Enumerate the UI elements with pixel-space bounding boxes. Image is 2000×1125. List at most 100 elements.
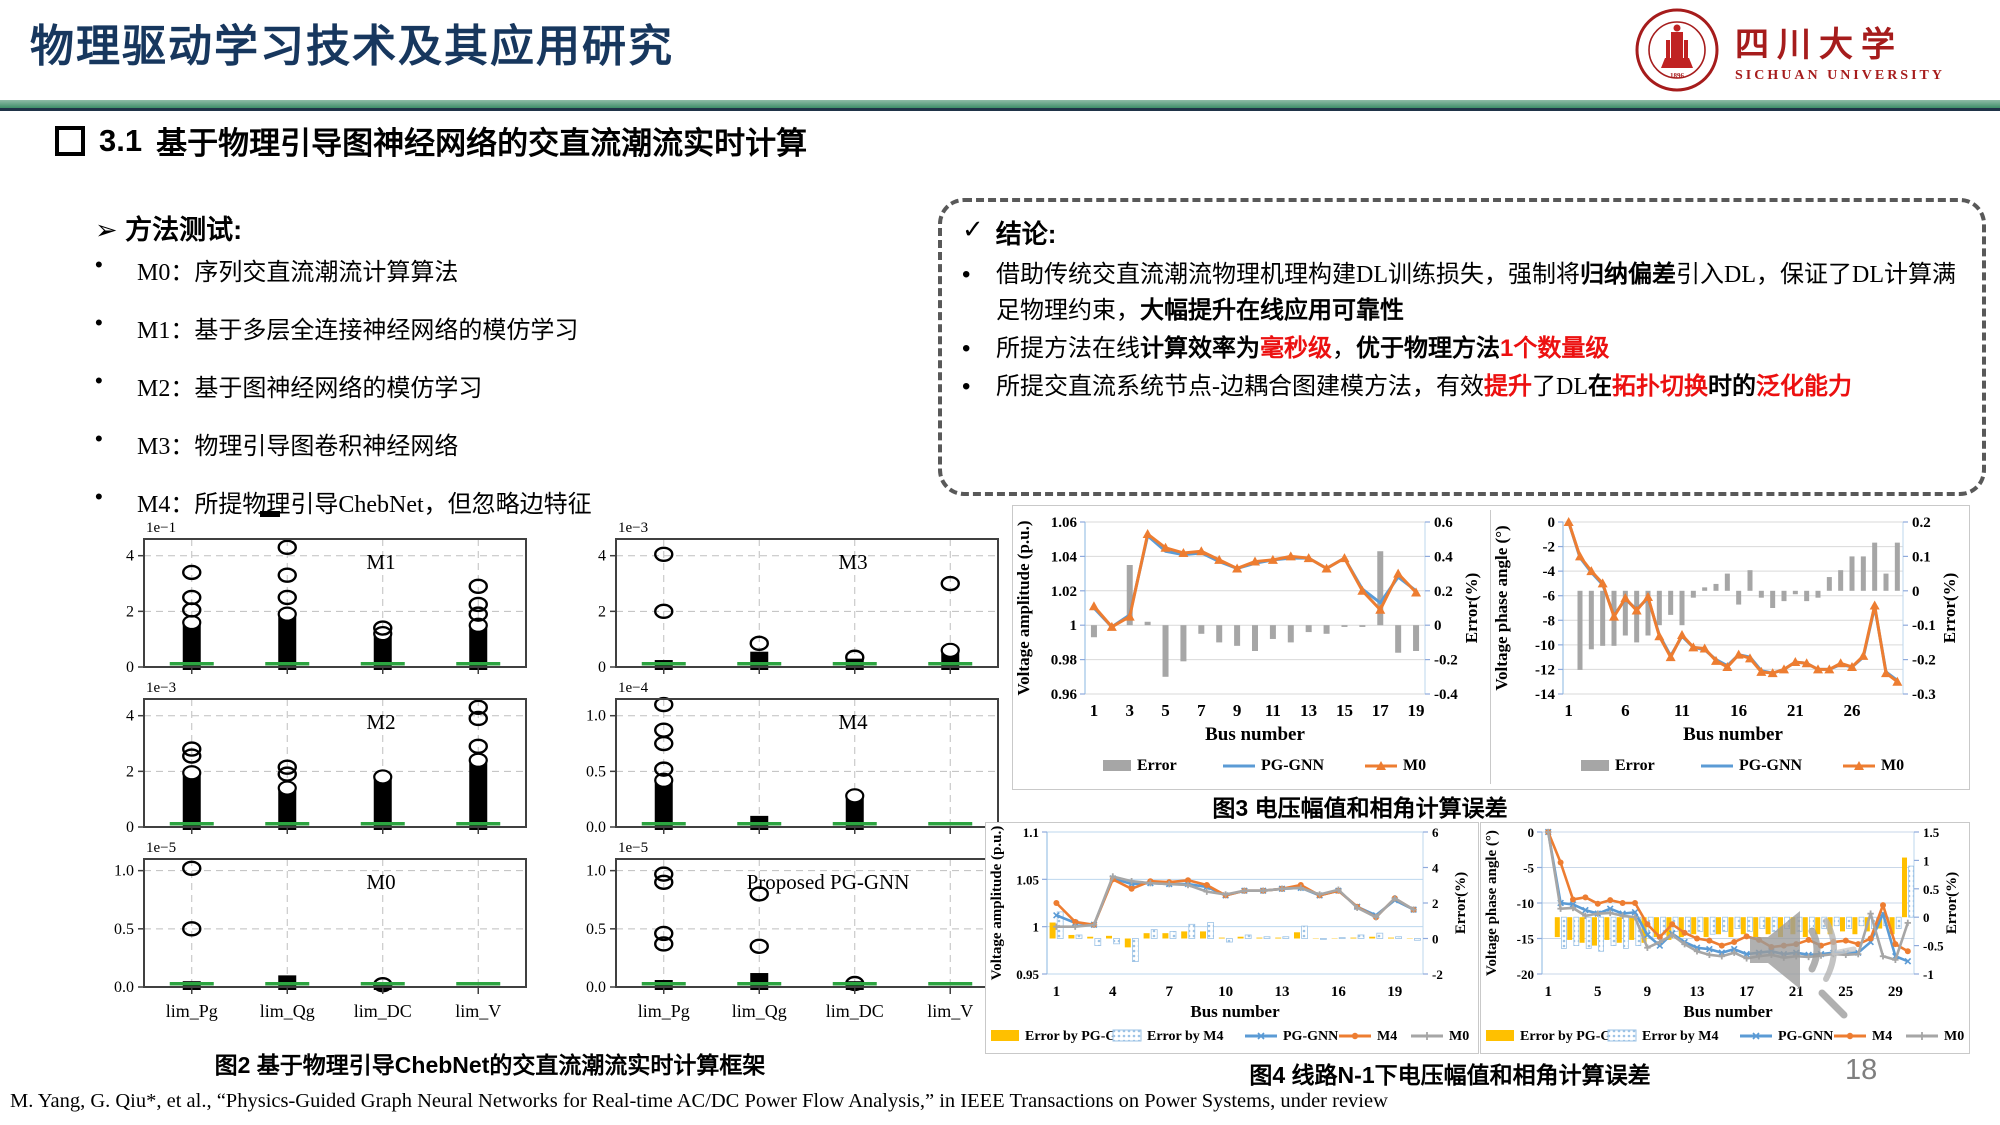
svg-text:lim_Qg: lim_Qg [260,1001,315,1021]
svg-text:16: 16 [1730,701,1747,720]
svg-text:Error by PG-GNN: Error by PG-GNN [1025,1029,1136,1044]
svg-text:1: 1 [1923,853,1930,868]
svg-text:0.96: 0.96 [1051,687,1078,703]
svg-text:Error: Error [1137,757,1177,774]
svg-text:1.06: 1.06 [1051,515,1078,531]
svg-text:0.4: 0.4 [1434,549,1453,565]
check-icon: ✓ [962,214,984,244]
svg-text:M0: M0 [1403,757,1426,774]
svg-text:lim_V: lim_V [455,1001,501,1021]
svg-text:0: 0 [1912,584,1920,600]
fig4-right-legend: Error by PG-GNN Error by M4 PG-GNN M4 M0 [1486,1029,1964,1044]
svg-text:lim_Qg: lim_Qg [732,1001,787,1021]
svg-text:M0: M0 [1881,757,1904,774]
svg-text:-20: -20 [1517,967,1534,982]
university-seal-icon: 1896 [1635,8,1719,92]
svg-text:Error by M4: Error by M4 [1147,1029,1223,1044]
svg-text:Error(%): Error(%) [1453,872,1469,934]
svg-text:11: 11 [1265,701,1281,720]
svg-text:1e−5: 1e−5 [618,840,648,856]
figure2-subplot-m0: 1e−5 0.0 0.5 1.0 lim_Pg lim_Qg lim_DC lim_V M0 [114,840,527,1021]
conclusion-item: • 借助传统交直流潮流物理机理构建DL训练损失，强制将归纳偏差引入DL，保证了DL… [962,261,1956,324]
svg-text:1e−3: 1e−3 [146,680,176,696]
svg-text:M3: M3 [838,550,867,574]
svg-text:1: 1 [1544,984,1552,1000]
section-title: 基于物理引导图神经网络的交直流潮流实时计算 [156,126,808,161]
svg-text:Bus number: Bus number [1683,1002,1773,1021]
svg-text:1: 1 [1070,618,1078,634]
figure2-subplot-m2: 1e−3 0 2 4 M2 [126,680,527,836]
svg-text:0.0: 0.0 [586,819,606,836]
method-item-m2: • M2：基于图神经网络的模仿学习 [95,368,483,402]
fig4-left-legend: Error by PG-GNN Error by M4 PG-GNN M4 M0 [991,1029,1469,1044]
svg-text:-6: -6 [1543,589,1556,605]
svg-text:-1: -1 [1923,967,1934,982]
svg-text:M0: M0 [1449,1029,1469,1044]
svg-text:M1: M1 [366,550,395,574]
svg-text:4: 4 [126,548,134,565]
svg-text:-4: -4 [1543,564,1556,580]
svg-text:Error by PG-GNN: Error by PG-GNN [1520,1029,1631,1044]
svg-text:0.5: 0.5 [1923,882,1940,897]
svg-text:10: 10 [1218,984,1233,1000]
figure3-caption: 图3 电压幅值和相角计算误差 [1212,795,1508,821]
svg-text:6: 6 [1621,701,1630,720]
svg-text:Voltage amplitude (p.u.): Voltage amplitude (p.u.) [989,826,1005,980]
figure3-panel: 0.96 0.98 1 1.02 1.04 1.06 -0.4 -0.2 0 0.2 0.4 0.6 1… [1012,505,1970,790]
svg-text:1.1: 1.1 [1023,825,1039,840]
svg-text:lim_DC: lim_DC [826,1001,884,1021]
arrow-bullet-icon: ➢ [95,215,118,245]
page-number: 18 [1845,1054,1878,1086]
footer-citation: M. Yang, G. Qiu*, et al., “Physics-Guide… [10,1090,1388,1112]
conclusion-heading: ✓ 结论: [962,214,1057,249]
svg-text:M4: M4 [1377,1029,1397,1044]
fig4-left-bars [1049,911,1421,962]
svg-text:0.0: 0.0 [114,979,134,996]
fig3-left-legend: Error PG-GNN M0 [1103,757,1426,774]
svg-text:Error(%): Error(%) [1944,872,1960,934]
svg-text:-15: -15 [1517,932,1535,947]
fig3-left-line-pg-gnn [1092,534,1417,629]
figure4-caption: 图4 线路N-1下电压幅值和相角计算误差 [1249,1062,1651,1088]
svg-text:1.04: 1.04 [1051,549,1078,565]
svg-text:1e−3: 1e−3 [618,520,648,536]
svg-text:21: 21 [1787,701,1804,720]
fig4-left-line-m4 [1053,876,1417,928]
svg-text:1.0: 1.0 [586,708,606,725]
svg-text:M0: M0 [1944,1029,1964,1044]
section-number: 3.1 [99,122,143,158]
svg-text:1896: 1896 [1670,72,1685,80]
figure2-subplot-m1: 1e−1 0 2 4 M1 [126,520,527,676]
svg-text:0.2: 0.2 [1912,515,1931,531]
svg-text:1.02: 1.02 [1051,584,1077,600]
svg-text:5: 5 [1594,984,1602,1000]
logo-en-text: SICHUAN UNIVERSITY [1735,67,1945,83]
svg-text:13: 13 [1300,701,1317,720]
method-item-m1: • M1：基于多层全连接神经网络的模仿学习 [95,310,579,344]
square-bullet-icon [55,125,85,156]
svg-text:29: 29 [1888,984,1903,1000]
svg-text:11: 11 [1674,701,1690,720]
svg-text:5: 5 [1161,701,1170,720]
conclusion-item: • 所提方法在线计算效率为毫秒级，优于物理方法1个数量级 [962,335,1610,362]
svg-text:0: 0 [1432,932,1439,947]
svg-text:0: 0 [126,659,134,676]
figure2-subplot-proposed-pg-gnn: 1e−5 0.0 0.5 1.0 lim_Pg lim_Qg lim_DC lim_V Prop… [586,840,999,1021]
figure2-subplot-m4: 1e−4 0.0 0.5 1.0 M4 [586,680,999,836]
conclusion-list: • 借助传统交直流潮流物理机理构建DL训练损失，强制将归纳偏差引入DL，保证了DL… [962,257,1958,405]
university-logo: 1896 四川大学 SICHUAN UNIVERSITY [1633,6,1945,94]
svg-text:0: 0 [1528,825,1535,840]
svg-text:Error(%): Error(%) [1462,573,1481,644]
svg-text:lim_DC: lim_DC [354,1001,412,1021]
method-item-m3: • M3：物理引导图卷积神经网络 [95,426,459,460]
svg-text:Error(%): Error(%) [1940,573,1959,644]
header-divider [0,100,2000,111]
svg-text:PG-GNN: PG-GNN [1283,1029,1338,1044]
svg-text:0.1: 0.1 [1912,549,1931,565]
audio-speaker-icon[interactable] [1738,893,1868,1023]
svg-text:Proposed PG-GNN: Proposed PG-GNN [747,870,910,894]
svg-text:1e−1: 1e−1 [146,520,176,536]
svg-text:0.95: 0.95 [1016,967,1039,982]
svg-text:2: 2 [126,603,134,620]
